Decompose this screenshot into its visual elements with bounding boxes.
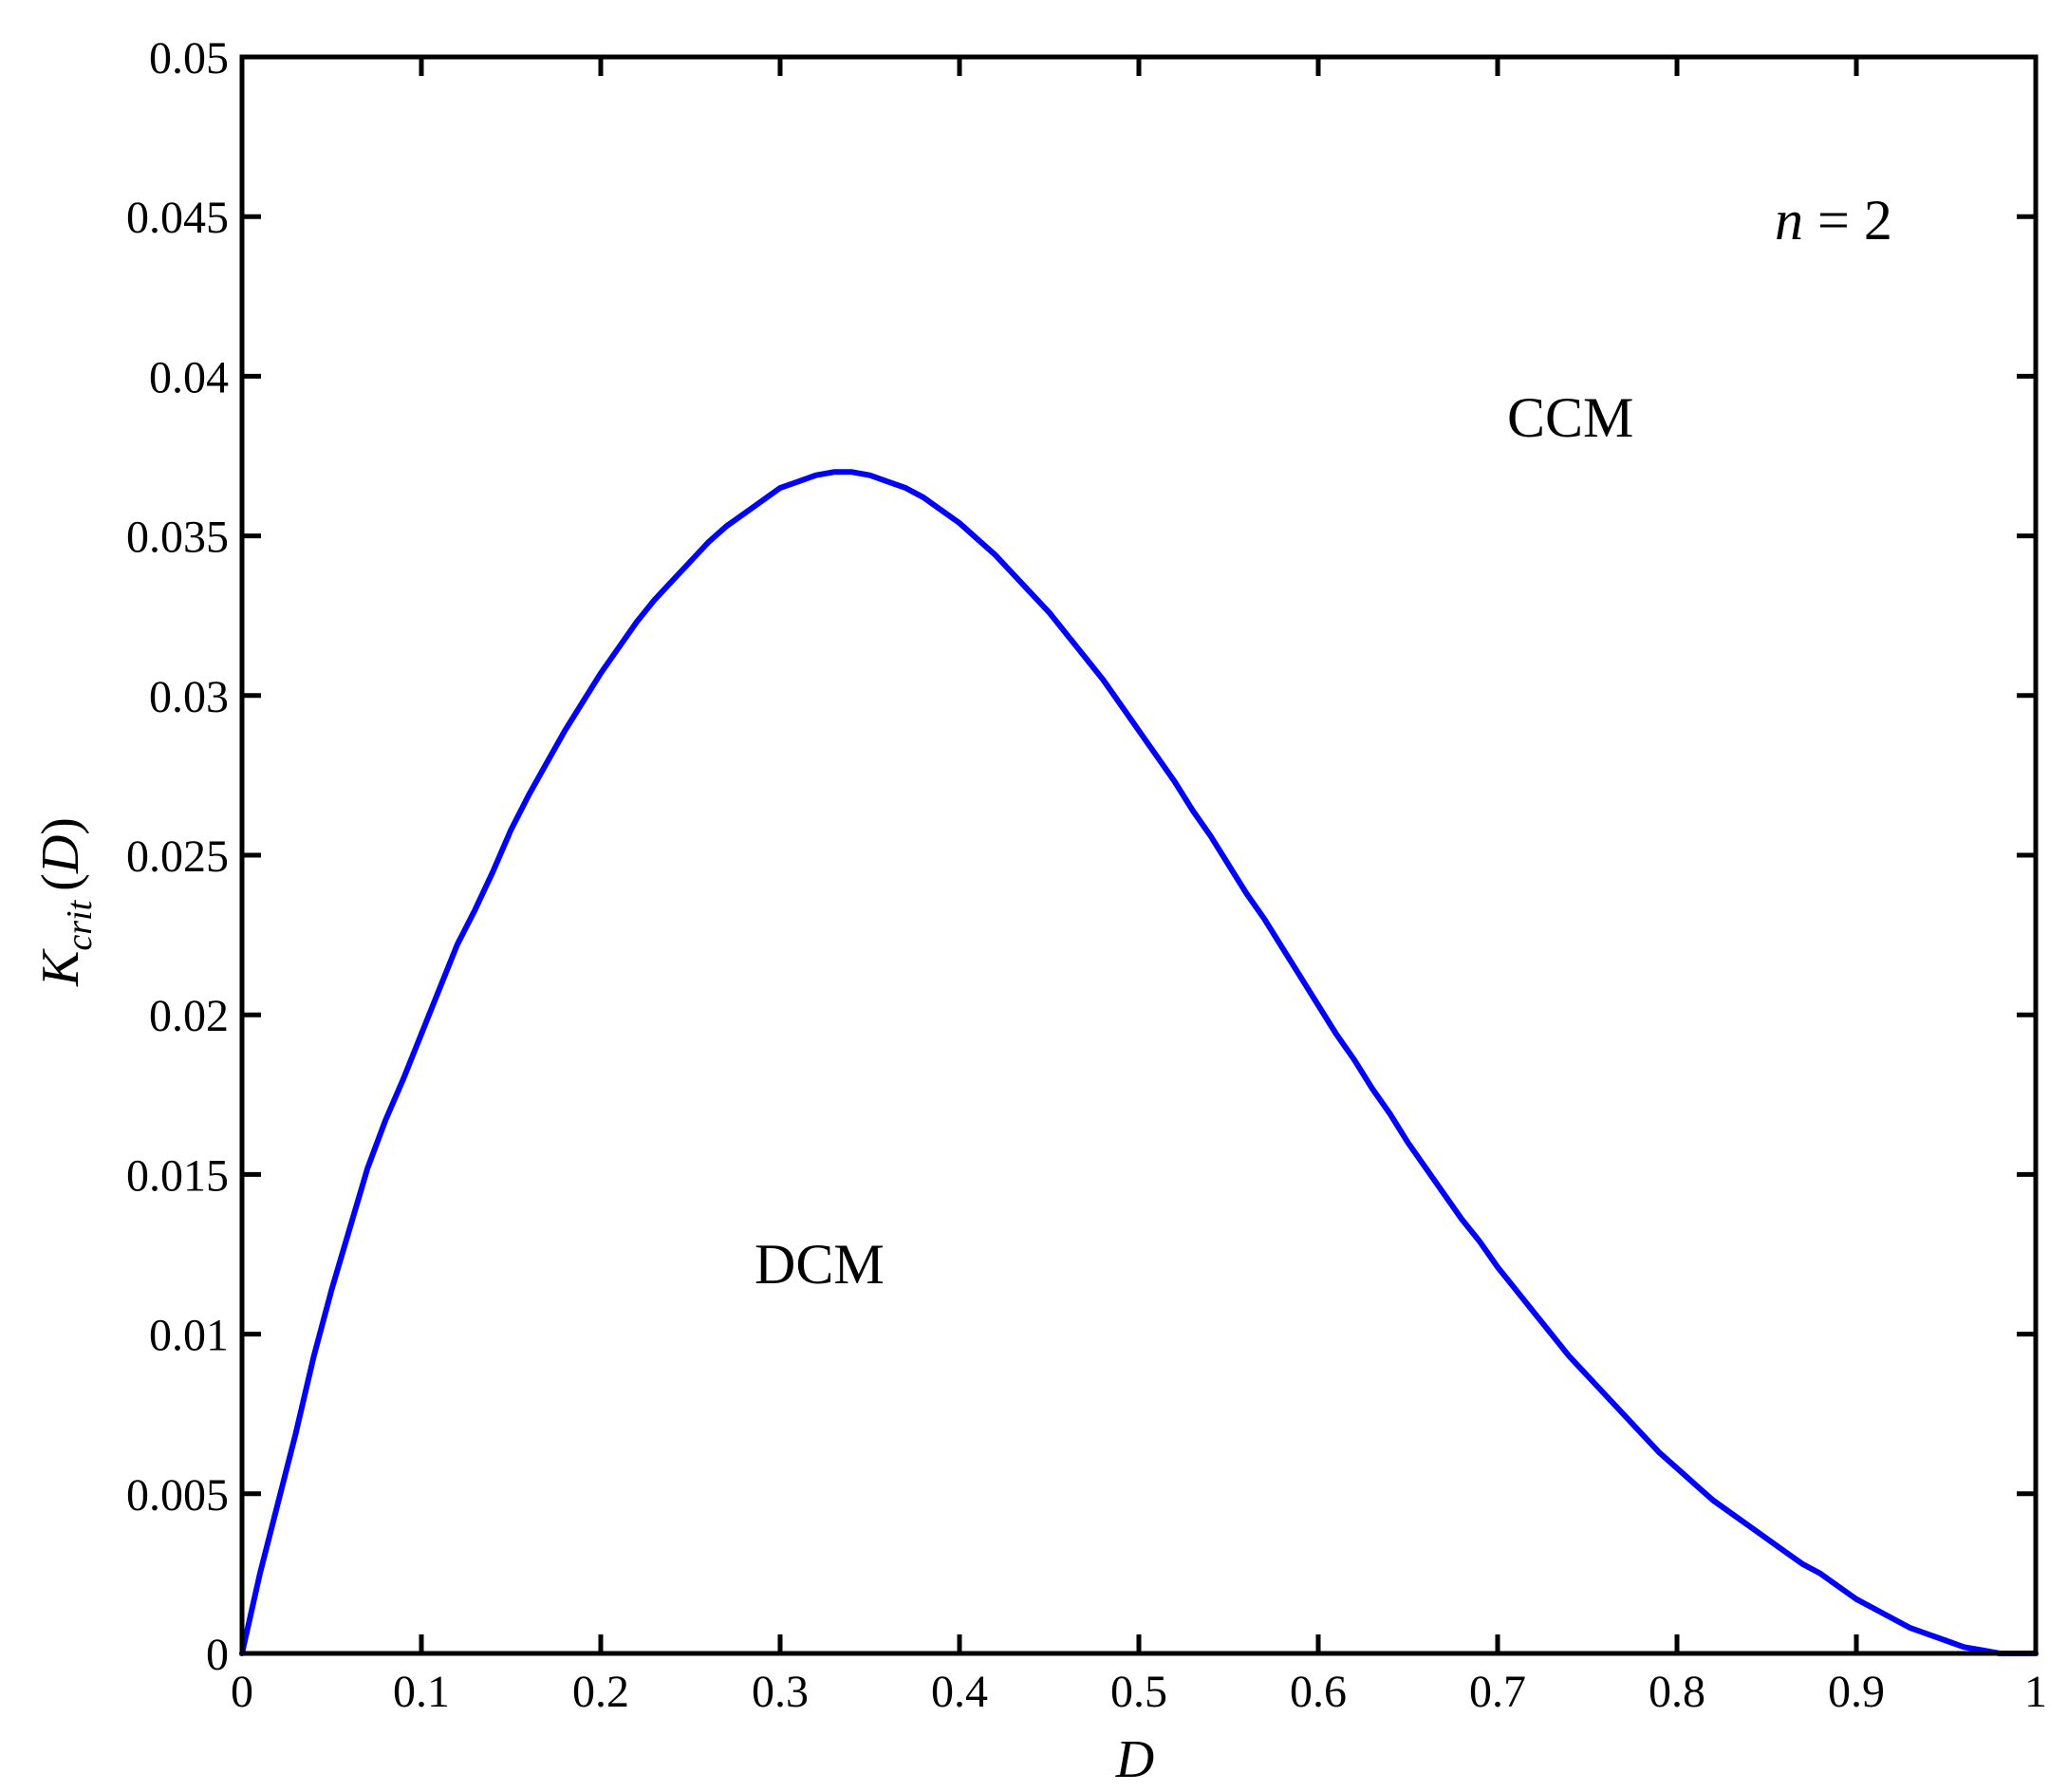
annotation-n-equals-2: n = 2 [1775,189,1892,252]
plot-frame [239,54,2039,1656]
y-tick-label-7: 0.035 [126,513,229,563]
y-axis-label-variable: D [31,835,90,874]
x-tick-label-8: 0.8 [1649,1667,1705,1717]
y-tick-label-3: 0.015 [126,1150,229,1201]
x-tick-label-1: 0.1 [393,1667,450,1717]
y-tick-label-10: 0.05 [149,33,229,84]
x-axis-ticks: 0 0.1 0.2 0.3 0.4 0.5 0.6 0.7 0.8 0.9 1 [231,57,2047,1717]
y-axis-label-open-paren: ( [31,873,90,891]
annotation-dcm: DCM [755,1233,885,1296]
x-tick-label-4: 0.4 [931,1667,988,1717]
y-tick-label-1: 0.005 [126,1470,229,1521]
y-tick-label-2: 0.01 [149,1311,229,1361]
y-axis-ticks: 0 0.005 0.01 0.015 0.02 0.025 0.03 0.035 0.04 0.0… [126,33,2036,1680]
x-tick-label-7: 0.7 [1469,1667,1526,1717]
x-axis-label: D [1115,1730,1154,1789]
series-line [239,469,2039,1656]
y-tick-label-0: 0 [206,1630,229,1680]
y-axis-label: Kcrit (D) [31,817,100,987]
annotation-n-variable: n [1775,189,1803,252]
x-tick-label-0: 0 [231,1667,253,1717]
x-tick-label-2: 0.2 [572,1667,629,1717]
x-tick-label-5: 0.5 [1110,1667,1167,1717]
annotation-ccm: CCM [1507,386,1633,449]
y-tick-label-9: 0.045 [126,193,229,243]
y-tick-label-5: 0.025 [126,831,229,882]
y-tick-label-8: 0.04 [149,352,229,402]
y-axis-label-subscript: crit [60,899,100,950]
y-axis-label-main: K [31,948,90,987]
y-tick-label-6: 0.03 [149,672,229,722]
x-tick-label-9: 0.9 [1828,1667,1885,1717]
annotation-n-value: = 2 [1803,189,1892,252]
y-tick-label-4: 0.02 [149,991,229,1041]
x-tick-label-10: 1 [2024,1667,2047,1717]
y-axis-label-close-paren: ) [31,817,90,835]
x-tick-label-3: 0.3 [752,1667,809,1717]
x-tick-label-6: 0.6 [1290,1667,1347,1717]
